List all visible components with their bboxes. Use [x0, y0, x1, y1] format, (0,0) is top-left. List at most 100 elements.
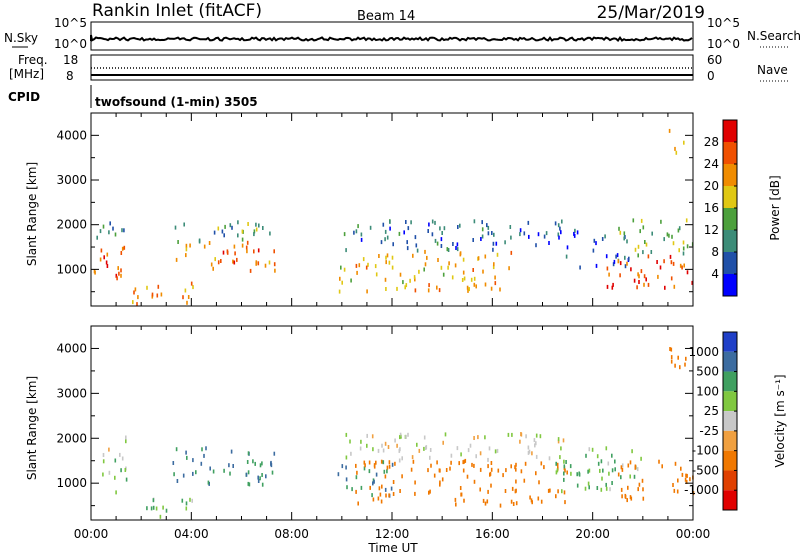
power-colorbar-swatch	[723, 208, 737, 230]
velocity-cell	[102, 453, 105, 457]
power-cell	[671, 234, 673, 239]
velocity-cell	[405, 434, 407, 439]
velocity-colorbar-tick-label: -1000	[684, 483, 719, 497]
power-cell	[257, 248, 260, 253]
power-cell	[681, 265, 683, 270]
power-cell	[203, 244, 206, 249]
velocity-region-0	[102, 456, 128, 495]
power-cell	[382, 222, 385, 227]
power-cell	[633, 278, 636, 283]
power-cell	[573, 231, 575, 236]
power-cell	[447, 265, 449, 270]
power-cell	[636, 285, 638, 290]
velocity-cell	[515, 479, 517, 484]
power-cell	[96, 235, 98, 240]
power-cell	[217, 226, 220, 231]
power-cell	[388, 260, 391, 265]
power-cell	[535, 243, 537, 248]
velocity-cell	[355, 463, 357, 468]
velocity-cell	[670, 359, 673, 364]
velocity-cell	[496, 448, 499, 453]
power-cell	[668, 233, 670, 238]
velocity-cell	[212, 469, 215, 474]
velocity-cell	[620, 487, 623, 492]
velocity-cell	[555, 461, 557, 466]
velocity-cell	[686, 473, 688, 478]
velocity-colorbar-frame	[722, 331, 738, 511]
power-cell	[356, 270, 358, 275]
power-cell	[637, 244, 640, 249]
cpid-mode: twofsound (1-min) 3505	[95, 95, 258, 109]
velocity-cell	[399, 432, 402, 437]
velocity-cell	[549, 488, 551, 493]
power-cell	[112, 226, 114, 231]
velocity-cell	[428, 490, 430, 495]
power-cell	[434, 238, 437, 243]
velocity-ytick-label: 1000	[56, 476, 87, 490]
velocity-cell	[124, 468, 127, 472]
velocity-cell	[159, 514, 162, 519]
power-cell	[487, 231, 490, 236]
time-tick-label: 08:00	[274, 527, 309, 541]
power-cell	[686, 270, 689, 275]
power-cell	[220, 259, 222, 263]
power-ytick-label: 1000	[56, 262, 87, 276]
noise-right-tick-top: 10^5	[707, 16, 740, 30]
velocity-cell	[394, 438, 396, 443]
power-cell	[509, 225, 512, 229]
velocity-cell	[458, 461, 460, 466]
velocity-cell	[569, 464, 572, 469]
power-cell	[416, 248, 419, 253]
power-cell	[175, 257, 178, 262]
velocity-cell	[605, 482, 607, 487]
velocity-cell	[254, 461, 256, 466]
power-cell	[448, 261, 450, 266]
velocity-cell	[375, 472, 378, 477]
power-colorbar: 4 8 12 16 20 24 28	[704, 119, 738, 297]
power-region-1	[96, 221, 125, 240]
velocity-cell	[672, 483, 674, 487]
velocity-cell	[248, 482, 251, 487]
power-cell	[632, 218, 635, 223]
velocity-cell	[387, 445, 390, 449]
power-cell	[187, 295, 190, 299]
power-cell	[565, 254, 568, 259]
velocity-cell	[591, 447, 594, 452]
power-cell	[246, 240, 249, 245]
power-cell	[184, 288, 187, 293]
power-cell	[439, 226, 441, 231]
velocity-cell	[467, 448, 470, 453]
power-cell	[495, 241, 498, 246]
power-cell	[557, 223, 560, 228]
velocity-region-3	[146, 497, 193, 519]
power-ytick-label: 3000	[56, 173, 87, 187]
power-cell	[123, 228, 125, 233]
power-cell	[670, 260, 673, 265]
power-colorbar-swatch	[723, 230, 737, 252]
power-cell	[357, 224, 359, 229]
power-cell	[528, 234, 530, 239]
velocity-cell	[398, 458, 401, 463]
power-cell	[468, 287, 470, 292]
power-cell	[190, 281, 193, 286]
velocity-region-1	[102, 435, 127, 457]
power-cell	[106, 264, 109, 268]
velocity-cell	[261, 482, 264, 487]
velocity-cell	[658, 459, 660, 464]
power-cell	[616, 253, 619, 258]
power-region-5	[338, 249, 513, 294]
velocity-cell	[247, 470, 250, 475]
velocity-cell	[479, 467, 482, 472]
velocity-cell	[205, 446, 207, 451]
power-cell	[213, 230, 216, 235]
power-cell	[686, 244, 689, 249]
velocity-cell	[181, 498, 184, 503]
power-cell	[669, 254, 672, 259]
power-cell	[257, 261, 260, 266]
velocity-cell	[677, 355, 679, 360]
velocity-cell	[182, 473, 185, 478]
velocity-cell	[490, 461, 493, 465]
power-cell	[473, 219, 476, 224]
velocity-cell	[444, 432, 447, 437]
power-cell	[237, 233, 239, 238]
